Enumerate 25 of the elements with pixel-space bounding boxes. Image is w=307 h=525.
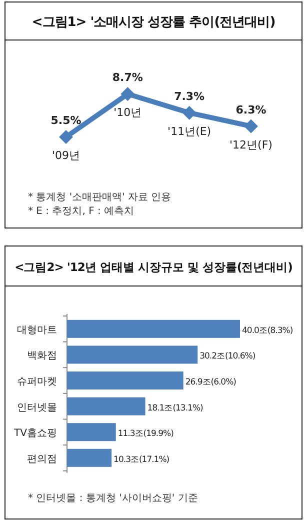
y-tick-label: TV홈쇼핑 bbox=[13, 428, 57, 440]
x-tick-label: '09년 bbox=[52, 149, 80, 162]
data-label: 40.0조(8.3%) bbox=[242, 326, 293, 336]
chart-title: <그림1> '소매시장 성장률 추이(전년대비) bbox=[32, 15, 276, 30]
data-label: 26.9조(6.0%) bbox=[185, 378, 236, 388]
y-tick-label: 인터넷몰 bbox=[17, 402, 57, 414]
text: * E : 추정치, F : 예측치 bbox=[28, 206, 134, 217]
data-label: 6.3% bbox=[236, 103, 266, 116]
text: * 인터넷몰 : 통계청 '사이버쇼핑' 기준 bbox=[28, 493, 198, 504]
y-tick-label: 대형마트 bbox=[17, 324, 57, 336]
chart-title: <그림2> '12년 업태별 시장규모 및 성장률(전년대비) bbox=[14, 260, 293, 274]
data-label: 18.1조(13.1%) bbox=[147, 403, 204, 414]
y-tick-label: 슈퍼마켓 bbox=[17, 376, 57, 388]
data-label: 5.5% bbox=[50, 114, 82, 127]
data-label: 8.7% bbox=[112, 71, 143, 84]
y-tick-label: 편의점 bbox=[27, 454, 57, 465]
data-label: 10.3조(17.1%) bbox=[114, 454, 170, 465]
x-tick-label: '10년 bbox=[114, 106, 142, 119]
text: * 통계청 '소매판매액' 자료 인용 bbox=[28, 192, 172, 203]
x-tick-label: '11년(E) bbox=[168, 124, 212, 138]
data-label: 11.3조(19.9%) bbox=[118, 429, 174, 440]
data-label: 30.2조(10.6%) bbox=[200, 352, 256, 362]
y-tick-label: 백화점 bbox=[27, 350, 57, 362]
data-label: 7.3% bbox=[174, 90, 205, 103]
x-tick-label: '12년(F) bbox=[230, 138, 272, 152]
